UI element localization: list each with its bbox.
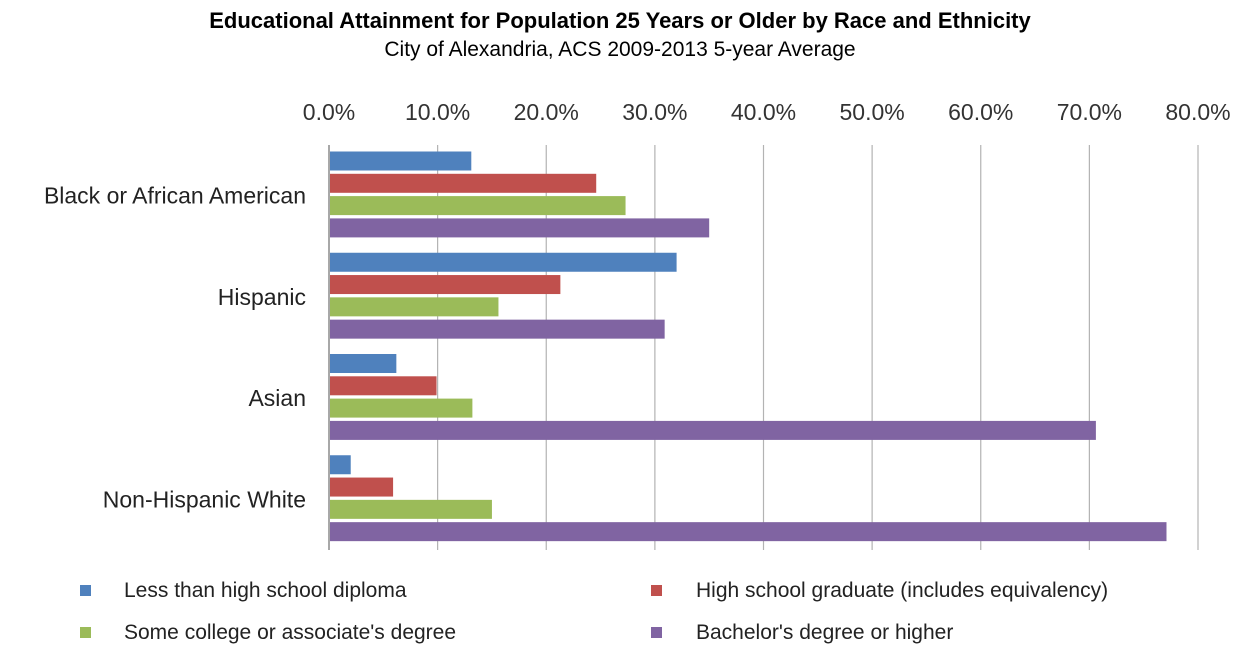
category-label: Black or African American [44, 183, 306, 209]
bar [330, 319, 665, 339]
legend-swatch [651, 585, 662, 596]
category-label: Asian [248, 385, 306, 411]
x-tick-label: 20.0% [514, 99, 579, 125]
bar [330, 354, 397, 373]
x-tick-label: 0.0% [303, 99, 355, 125]
bar [330, 420, 1096, 440]
legend-swatch [80, 627, 91, 638]
chart-subtitle: City of Alexandria, ACS 2009-2013 5-year… [384, 38, 855, 61]
bar [330, 477, 394, 497]
bar [330, 455, 351, 475]
x-tick-label: 80.0% [1165, 99, 1230, 125]
bar [330, 522, 1167, 542]
bar [330, 297, 499, 317]
legend-swatch [651, 627, 662, 638]
bar [330, 376, 437, 396]
bar [330, 151, 472, 171]
x-tick-label: 60.0% [948, 99, 1013, 125]
legend-label: Bachelor's degree or higher [696, 621, 953, 644]
bar [330, 499, 492, 519]
bar [330, 252, 677, 272]
category-label: Hispanic [218, 284, 306, 310]
x-axis-ticks: 0.0% 10.0% 20.0% 30.0% 40.0% 50.0% 60.0% 70.0% 8… [303, 99, 1231, 125]
x-tick-label: 40.0% [731, 99, 796, 125]
x-tick-label: 50.0% [840, 99, 905, 125]
x-tick-label: 10.0% [405, 99, 470, 125]
bars [330, 151, 1167, 542]
bar [330, 275, 561, 295]
bar [330, 398, 473, 418]
legend: Less than high school diploma High school… [80, 579, 1108, 644]
legend-label: High school graduate (includes equivalen… [696, 579, 1108, 602]
x-tick-label: 70.0% [1057, 99, 1122, 125]
category-label: Non-Hispanic White [103, 486, 306, 512]
bar [330, 173, 597, 193]
bar [330, 196, 626, 216]
legend-label: Some college or associate's degree [124, 621, 456, 644]
x-tick-label: 30.0% [622, 99, 687, 125]
legend-swatch [80, 585, 91, 596]
legend-label: Less than high school diploma [124, 579, 407, 602]
bar [330, 218, 710, 238]
category-labels: Black or African American Hispanic Asian No… [44, 183, 306, 513]
chart-title: Educational Attainment for Population 25… [209, 8, 1031, 33]
